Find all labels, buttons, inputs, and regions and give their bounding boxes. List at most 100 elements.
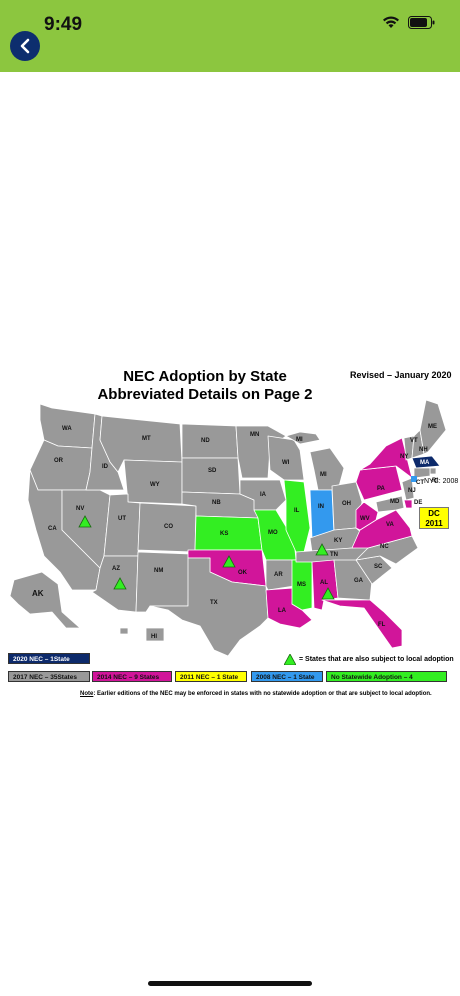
- label-wv: WV: [360, 516, 370, 522]
- legend-2011: 2011 NEC – 1 State: [175, 671, 247, 682]
- state-me: [419, 399, 447, 455]
- label-mo: MO: [268, 530, 278, 536]
- label-me: ME: [428, 424, 437, 430]
- state-nd: [181, 423, 239, 459]
- label-wy: WY: [150, 482, 160, 488]
- label-ma: MA: [420, 460, 430, 466]
- map-title-line2: Abbreviated Details on Page 2: [97, 386, 313, 403]
- label-la: LA: [278, 608, 287, 614]
- label-id: ID: [102, 464, 109, 470]
- dc-year: 2011: [425, 519, 443, 528]
- label-ny: NY: [400, 454, 408, 460]
- local-adoption-triangle-ok: [222, 555, 236, 568]
- legend-2017-label: 2017 NEC – 35States: [13, 674, 77, 681]
- local-adoption-triangle-tn: [315, 543, 329, 556]
- label-ky: KY: [334, 538, 342, 544]
- state-ak: [9, 571, 81, 629]
- state-mt: [99, 415, 183, 473]
- nyc-marker: [411, 476, 417, 482]
- legend-2017: 2017 NEC – 35States: [8, 671, 90, 682]
- state-hi-islands: [119, 627, 129, 635]
- label-ut: UT: [118, 516, 126, 522]
- top-bar: 9:49: [0, 0, 460, 72]
- local-adoption-triangle-nv: [78, 515, 92, 528]
- label-ms: MS: [297, 582, 306, 588]
- triangle-legend: = States that are also subject to local …: [284, 654, 454, 665]
- state-ma: [411, 455, 441, 469]
- state-ct: [413, 467, 431, 479]
- label-nc: NC: [380, 544, 389, 550]
- label-hi: HI: [151, 634, 157, 640]
- label-ne: NB: [212, 500, 221, 506]
- label-ri: RI: [432, 478, 438, 484]
- state-pa: [355, 465, 403, 501]
- label-oh: OH: [342, 501, 351, 507]
- label-in: IN: [318, 504, 324, 510]
- label-mt: MT: [142, 436, 151, 442]
- label-mi-up: MI: [296, 437, 303, 443]
- label-sd: SD: [208, 468, 217, 474]
- label-il: IL: [294, 508, 300, 514]
- state-de: [403, 499, 413, 509]
- label-va: VA: [386, 522, 395, 528]
- label-az: AZ: [112, 566, 120, 572]
- state-mi-up: [285, 431, 321, 445]
- state-nj: [401, 477, 415, 501]
- legend-2008-label: 2008 NEC – 1 State: [256, 674, 315, 681]
- label-sc: SC: [374, 564, 383, 570]
- label-or: OR: [54, 458, 64, 464]
- label-nm: NM: [154, 568, 163, 574]
- label-pa: PA: [377, 486, 386, 492]
- legend-2020: 2020 NEC – 1State: [8, 653, 90, 664]
- map-title: NEC Adoption by State Abbreviated Detail…: [95, 368, 315, 404]
- label-al: AL: [320, 580, 328, 586]
- chevron-left-icon: [20, 38, 30, 54]
- label-ga: GA: [354, 578, 364, 584]
- label-ca: CA: [48, 526, 57, 532]
- state-ca: [27, 469, 101, 591]
- label-tn: TN: [330, 552, 338, 558]
- triangle-legend-text: = States that are also subject to local …: [299, 656, 454, 663]
- legend-2011-label: 2011 NEC – 1 State: [180, 674, 239, 681]
- state-nm: [135, 551, 191, 613]
- label-wi: WI: [282, 460, 290, 466]
- revised-date: Revised – January 2020: [350, 370, 452, 380]
- state-tx: [149, 557, 269, 657]
- label-md: MD: [390, 499, 400, 505]
- local-adoption-triangle-al: [321, 587, 335, 600]
- state-ks: [194, 515, 263, 551]
- label-mi: MI: [320, 472, 327, 478]
- legend-2008: 2008 NEC – 1 State: [251, 671, 323, 682]
- label-ar: AR: [274, 572, 283, 578]
- label-wa: WA: [62, 426, 72, 432]
- state-wv: [355, 501, 379, 531]
- label-mn: MN: [250, 432, 259, 438]
- note-prefix: Note: [80, 691, 94, 697]
- state-ri: [429, 467, 437, 475]
- legend-2014-label: 2014 NEC – 9 States: [97, 674, 160, 681]
- state-ar: [265, 559, 297, 591]
- label-nj: NJ: [408, 488, 416, 494]
- label-fl: FL: [378, 622, 386, 628]
- battery-icon: [408, 16, 435, 29]
- dc-label: DC: [428, 509, 440, 518]
- state-mi: [309, 447, 345, 491]
- label-vt: VT: [410, 438, 418, 444]
- label-ok: OK: [238, 570, 248, 576]
- label-tx: TX: [210, 600, 218, 606]
- label-nh: NH: [419, 447, 428, 453]
- legend-none: No Statewide Adoption – 4: [326, 671, 447, 682]
- state-ut: [103, 493, 141, 557]
- back-button[interactable]: [10, 31, 40, 61]
- note-text: : Earlier editions of the NEC may be enf…: [93, 691, 432, 697]
- label-co: CO: [164, 524, 173, 530]
- legend-2014: 2014 NEC – 9 States: [92, 671, 172, 682]
- status-time: 9:49: [44, 14, 83, 35]
- state-or: [29, 439, 93, 491]
- state-fl: [321, 599, 403, 649]
- home-indicator[interactable]: [148, 981, 312, 986]
- label-nv: NV: [76, 506, 84, 512]
- label-ks: KS: [220, 531, 228, 537]
- dc-box: DC 2011: [419, 507, 449, 529]
